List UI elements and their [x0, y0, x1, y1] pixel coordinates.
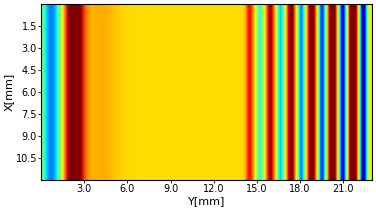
X-axis label: Y[mm]: Y[mm] — [188, 196, 225, 206]
Y-axis label: X[mm]: X[mm] — [4, 73, 14, 111]
